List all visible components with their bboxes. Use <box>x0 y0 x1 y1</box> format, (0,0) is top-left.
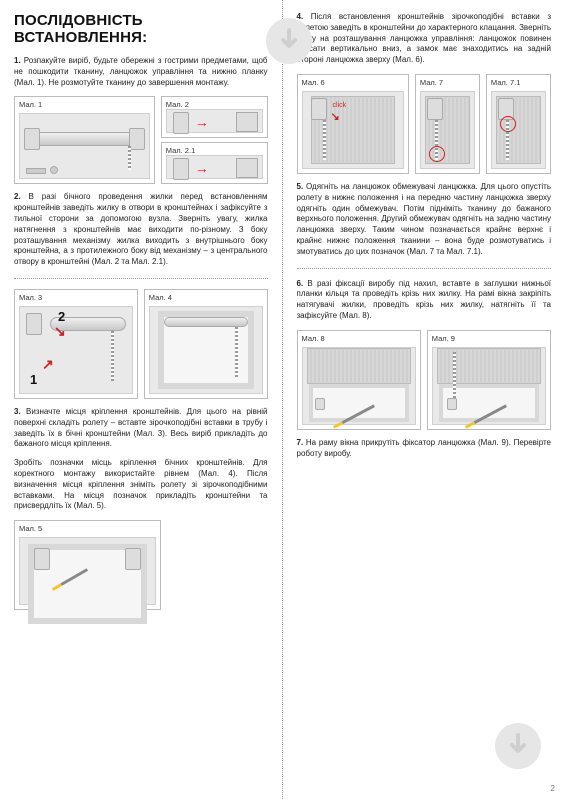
step-text-6: В разі фіксації виробу під нахил, вставт… <box>297 279 552 320</box>
figure-9: Мал. 9 <box>427 330 551 430</box>
page-number: 2 <box>551 784 555 793</box>
left-column: ПОСЛІДОВНІСТЬ ВСТАНОВЛЕННЯ: 1. Розпакуйт… <box>0 0 283 799</box>
step-text-3a: Визначте місця кріплення кронштейнів. Дл… <box>14 407 268 448</box>
figure-4: Мал. 4 <box>144 289 268 399</box>
step-text-2: В разі бічного проведення жилки перед вс… <box>14 192 268 266</box>
fig-row-4: Мал. 6 click ↘ Мал. 7 М <box>297 74 552 174</box>
fig-art-2: → <box>166 109 263 133</box>
figure-5: Мал. 5 <box>14 520 161 610</box>
fig-label-4: Мал. 4 <box>149 293 172 302</box>
fig-art-1 <box>19 113 150 179</box>
fig-row-3: Мал. 5 <box>14 520 268 610</box>
page-title: ПОСЛІДОВНІСТЬ ВСТАНОВЛЕННЯ: <box>14 12 268 46</box>
paragraph-1: 1. Розпакуйте виріб, будьте обережні з г… <box>14 56 268 88</box>
watermark-bottom <box>495 723 541 769</box>
fig-art-5 <box>19 537 156 605</box>
paragraph-5: 5. Одягніть на ланцюжок обмежувачі ланцю… <box>297 182 552 258</box>
fig-art-9 <box>432 347 546 425</box>
paragraph-6: 6. В разі фіксації виробу під нахил, вст… <box>297 279 552 322</box>
figure-1: Мал. 1 <box>14 96 155 184</box>
watermark-top <box>266 18 312 64</box>
paragraph-7: 7. На раму вікна прикрутіть фіксатор лан… <box>297 438 552 460</box>
figure-2-1: Мал. 2.1 → <box>161 142 268 184</box>
fig-art-2-1: → <box>166 155 263 179</box>
figure-7-1: Мал. 7.1 <box>486 74 551 174</box>
figure-7: Мал. 7 <box>415 74 480 174</box>
fig-art-3: 2 ↘ 1 ↗ <box>19 306 133 394</box>
fig-label-7-1: Мал. 7.1 <box>491 78 520 87</box>
divider-right <box>297 268 552 269</box>
fig-label-3: Мал. 3 <box>19 293 42 302</box>
click-label: click <box>333 102 347 109</box>
paragraph-3a: 3. Визначте місця кріплення кронштейнів.… <box>14 407 268 450</box>
fig-row-5: Мал. 8 Мал. 9 <box>297 330 552 430</box>
fig-art-8 <box>302 347 416 425</box>
fig-label-6: Мал. 6 <box>302 78 325 87</box>
paragraph-4: 4. Після встановлення кронштейнів зірочк… <box>297 12 552 66</box>
step-number-2: 2. <box>14 192 21 201</box>
fig-art-6: click ↘ <box>302 91 404 169</box>
fig-label-8: Мал. 8 <box>302 334 325 343</box>
page: ПОСЛІДОВНІСТЬ ВСТАНОВЛЕННЯ: 1. Розпакуйт… <box>0 0 565 799</box>
figure-2: Мал. 2 → <box>161 96 268 138</box>
fig-art-4 <box>149 306 263 394</box>
step-text-5: Одягніть на ланцюжок обмежувачі ланцюжка… <box>297 182 552 256</box>
fig-row-2: Мал. 3 2 ↘ 1 ↗ Мал. 4 <box>14 289 268 399</box>
fig-art-7 <box>420 91 475 169</box>
step-number-1: 1. <box>14 56 21 65</box>
fig-row-1: Мал. 1 Мал. 2 → <box>14 96 268 184</box>
step-text-7: На раму вікна прикрутіть фіксатор ланцюж… <box>297 438 552 458</box>
figure-8: Мал. 8 <box>297 330 421 430</box>
fig-art-7-1 <box>491 91 546 169</box>
step-text-1: Розпакуйте виріб, будьте обережні з гост… <box>14 56 268 87</box>
paragraph-3b: Зробіть позначки місць кріплення бічних … <box>14 458 268 512</box>
fig-label-5: Мал. 5 <box>19 524 42 533</box>
figure-6: Мал. 6 click ↘ <box>297 74 409 174</box>
step-text-4: Після встановлення кронштейнів зірочкопо… <box>297 12 552 64</box>
right-column: 4. Після встановлення кронштейнів зірочк… <box>283 0 565 799</box>
step-number-3: 3. <box>14 407 21 416</box>
fig-label-1: Мал. 1 <box>19 100 42 109</box>
paragraph-2: 2. В разі бічного проведення жилки перед… <box>14 192 268 268</box>
figure-3: Мал. 3 2 ↘ 1 ↗ <box>14 289 138 399</box>
fig-label-9: Мал. 9 <box>432 334 455 343</box>
fig-label-2: Мал. 2 <box>166 100 189 109</box>
fig-label-7: Мал. 7 <box>420 78 443 87</box>
fig-label-2-1: Мал. 2.1 <box>166 146 195 155</box>
divider-left <box>14 278 268 279</box>
